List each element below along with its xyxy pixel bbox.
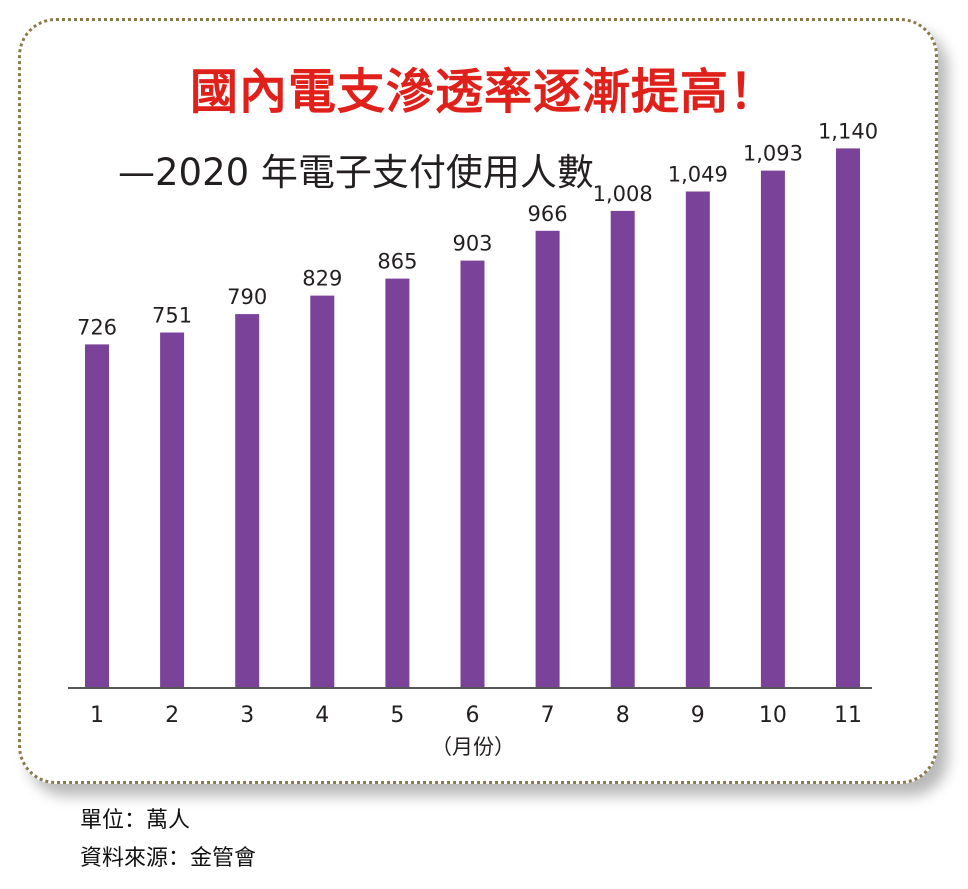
x-axis-label: （月份） xyxy=(431,735,515,759)
bar-month-2 xyxy=(160,332,185,688)
x-tick-label-4: 4 xyxy=(315,703,329,728)
x-tick-label-5: 5 xyxy=(390,703,404,728)
value-label-month-10: 1,093 xyxy=(743,142,803,166)
value-label-month-8: 1,008 xyxy=(593,182,653,206)
value-label-month-3: 790 xyxy=(227,285,267,309)
value-label-month-5: 865 xyxy=(377,250,417,274)
bar-month-7 xyxy=(535,230,560,689)
bar-month-8 xyxy=(610,210,635,688)
unit-note: 單位：萬人 xyxy=(80,808,191,833)
value-label-month-6: 903 xyxy=(452,232,492,256)
x-tick-label-10: 10 xyxy=(759,703,787,728)
x-tick-label-6: 6 xyxy=(466,703,480,728)
x-tick-label-1: 1 xyxy=(90,703,104,728)
value-label-month-9: 1,049 xyxy=(668,163,728,187)
x-tick-label-2: 2 xyxy=(165,703,179,728)
value-label-month-2: 751 xyxy=(152,304,192,328)
x-tick-label-7: 7 xyxy=(541,703,555,728)
bar-month-5 xyxy=(385,278,410,688)
value-label-month-4: 829 xyxy=(302,267,342,291)
bar-month-3 xyxy=(235,314,260,688)
source-note: 資料來源：金管會 xyxy=(80,846,257,871)
bar-month-1 xyxy=(85,344,109,688)
x-tick-label-3: 3 xyxy=(240,703,254,728)
bar-month-6 xyxy=(460,260,485,688)
value-label-month-11: 1,140 xyxy=(818,119,878,143)
chart-title: 國內電支滲透率逐漸提高！ xyxy=(189,64,778,120)
value-label-month-7: 966 xyxy=(528,202,568,226)
bar-month-11 xyxy=(836,148,860,688)
x-tick-label-9: 9 xyxy=(691,703,705,728)
x-tick-label-11: 11 xyxy=(834,703,862,728)
bar-month-10 xyxy=(760,170,785,689)
bar-month-9 xyxy=(685,191,710,688)
x-tick-label-8: 8 xyxy=(616,703,630,728)
bar-month-4 xyxy=(310,295,335,688)
chart-subtitle: —2020 年電子支付使用人數 xyxy=(118,151,594,194)
value-label-month-1: 726 xyxy=(77,315,117,339)
